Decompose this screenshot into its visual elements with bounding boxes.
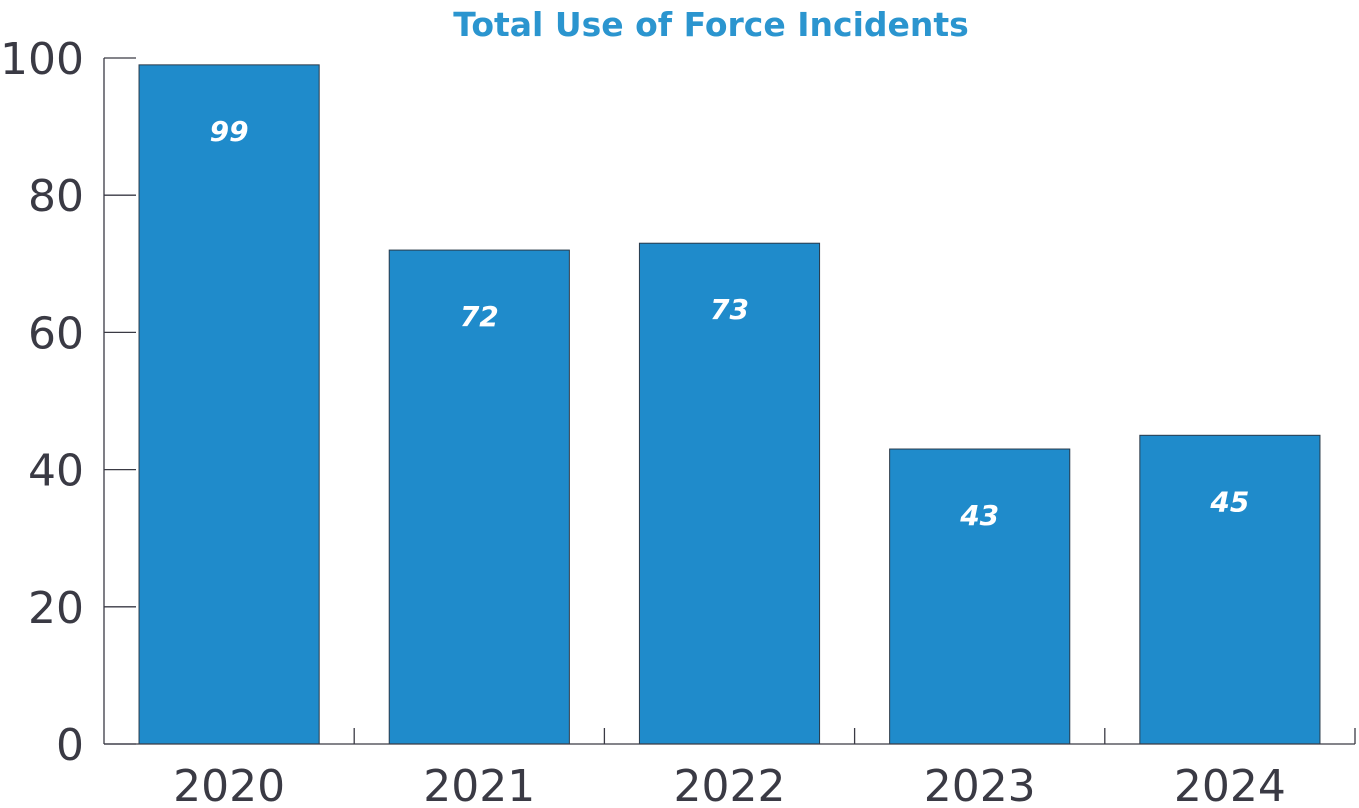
bar-2020 bbox=[138, 64, 320, 745]
data-label-2022: 73 bbox=[710, 293, 749, 326]
x-axis: 2020 2021 2022 2023 2024 bbox=[104, 728, 1356, 808]
x-tick-label-2022: 2022 bbox=[674, 761, 786, 808]
y-tick-label: 60 bbox=[28, 308, 84, 359]
data-label-2024: 45 bbox=[1209, 485, 1249, 518]
y-tick-label: 0 bbox=[56, 720, 84, 771]
bars-group: 99 72 73 43 45 bbox=[138, 64, 1321, 745]
x-tick-label-2020: 2020 bbox=[173, 761, 285, 808]
data-label-2020: 99 bbox=[210, 115, 249, 148]
bar-2023 bbox=[889, 448, 1071, 745]
data-label-2023: 43 bbox=[959, 499, 999, 532]
chart-title: Total Use of Force Incidents bbox=[453, 5, 969, 44]
y-tick-label: 20 bbox=[28, 583, 84, 634]
y-tick-label: 100 bbox=[0, 34, 84, 85]
x-tick-label-2023: 2023 bbox=[924, 761, 1036, 808]
y-tick-label: 80 bbox=[28, 171, 84, 222]
bar-2024 bbox=[1139, 434, 1321, 745]
data-label-2021: 72 bbox=[460, 300, 499, 333]
x-tick-label-2021: 2021 bbox=[423, 761, 535, 808]
y-tick-label: 40 bbox=[28, 446, 84, 497]
bar-2022 bbox=[638, 242, 821, 745]
y-axis: 0 20 40 60 80 100 bbox=[0, 34, 136, 771]
x-tick-label-2024: 2024 bbox=[1174, 761, 1286, 808]
